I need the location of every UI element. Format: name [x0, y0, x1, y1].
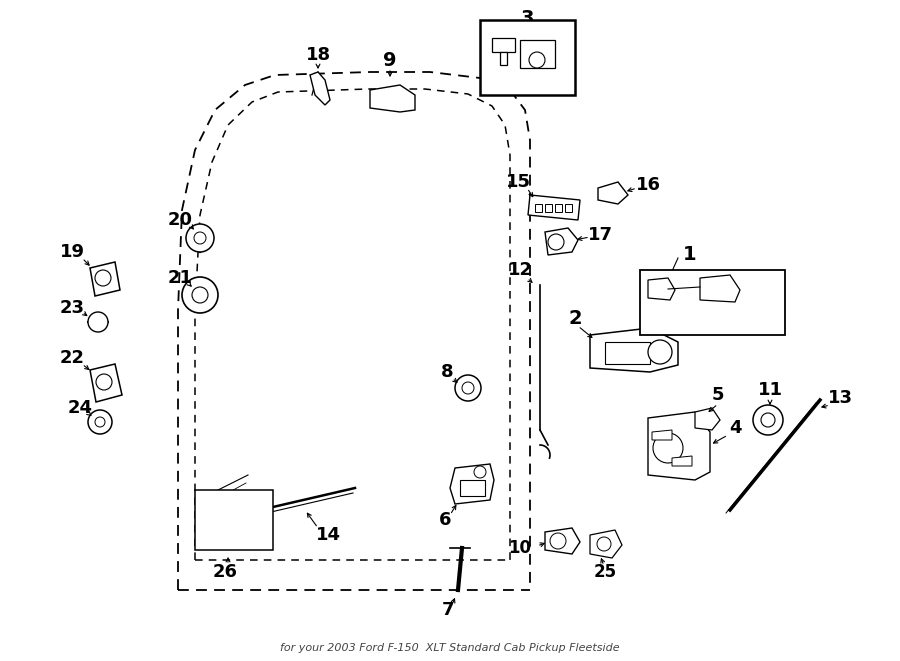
Circle shape: [761, 413, 775, 427]
Polygon shape: [590, 530, 622, 558]
Bar: [535, 204, 542, 212]
Polygon shape: [672, 456, 692, 466]
Bar: [565, 204, 572, 212]
Text: 3: 3: [520, 9, 534, 28]
Text: 18: 18: [305, 46, 330, 64]
Polygon shape: [695, 408, 720, 430]
Circle shape: [550, 533, 566, 549]
Circle shape: [186, 224, 214, 252]
Bar: [545, 204, 552, 212]
Polygon shape: [90, 262, 120, 296]
Polygon shape: [652, 430, 672, 440]
Circle shape: [192, 287, 208, 303]
Polygon shape: [370, 85, 415, 112]
Polygon shape: [598, 182, 628, 204]
Bar: [605, 342, 650, 364]
Text: 9: 9: [383, 50, 397, 69]
Circle shape: [95, 417, 105, 427]
Bar: [520, 40, 555, 68]
Polygon shape: [545, 228, 578, 255]
Bar: [480, 20, 575, 95]
Text: 1: 1: [683, 245, 697, 264]
Bar: [640, 270, 785, 335]
Polygon shape: [492, 38, 515, 52]
Text: 2: 2: [568, 309, 581, 327]
Text: 20: 20: [167, 211, 193, 229]
Text: 19: 19: [59, 243, 85, 261]
Polygon shape: [648, 278, 675, 300]
Circle shape: [194, 232, 206, 244]
Circle shape: [462, 382, 474, 394]
Text: 17: 17: [588, 226, 613, 244]
Text: 8: 8: [441, 363, 454, 381]
Text: 15: 15: [506, 173, 530, 191]
Text: 4: 4: [729, 419, 742, 437]
Circle shape: [548, 234, 564, 250]
Circle shape: [96, 374, 112, 390]
Polygon shape: [310, 72, 330, 105]
Text: 16: 16: [635, 176, 661, 194]
Bar: [555, 204, 562, 212]
Circle shape: [88, 410, 112, 434]
Circle shape: [88, 312, 108, 332]
Circle shape: [95, 270, 111, 286]
Text: 21: 21: [167, 269, 193, 287]
Text: 5: 5: [712, 386, 724, 404]
Text: 7: 7: [442, 601, 454, 619]
Circle shape: [648, 340, 672, 364]
Text: 10: 10: [508, 539, 532, 557]
Polygon shape: [500, 52, 507, 65]
Circle shape: [455, 375, 481, 401]
Text: 14: 14: [316, 526, 340, 544]
Text: 6: 6: [439, 511, 451, 529]
Polygon shape: [90, 364, 122, 402]
Circle shape: [653, 433, 683, 463]
Circle shape: [753, 405, 783, 435]
Text: 11: 11: [758, 381, 782, 399]
Text: 24: 24: [68, 399, 93, 417]
Bar: [460, 480, 485, 496]
Text: 12: 12: [508, 261, 533, 279]
Bar: [195, 490, 273, 550]
Polygon shape: [528, 195, 580, 220]
Circle shape: [182, 277, 218, 313]
Polygon shape: [700, 275, 740, 302]
Polygon shape: [648, 412, 710, 480]
Text: 25: 25: [593, 563, 616, 581]
Circle shape: [474, 466, 486, 478]
Text: for your 2003 Ford F-150  XLT Standard Cab Pickup Fleetside: for your 2003 Ford F-150 XLT Standard Ca…: [280, 643, 620, 653]
Text: 23: 23: [59, 299, 85, 317]
Polygon shape: [450, 464, 494, 504]
Text: 13: 13: [827, 389, 852, 407]
Circle shape: [529, 52, 545, 68]
Text: 22: 22: [59, 349, 85, 367]
Circle shape: [597, 537, 611, 551]
Polygon shape: [590, 328, 678, 372]
Text: 26: 26: [212, 563, 238, 581]
Polygon shape: [545, 528, 580, 554]
